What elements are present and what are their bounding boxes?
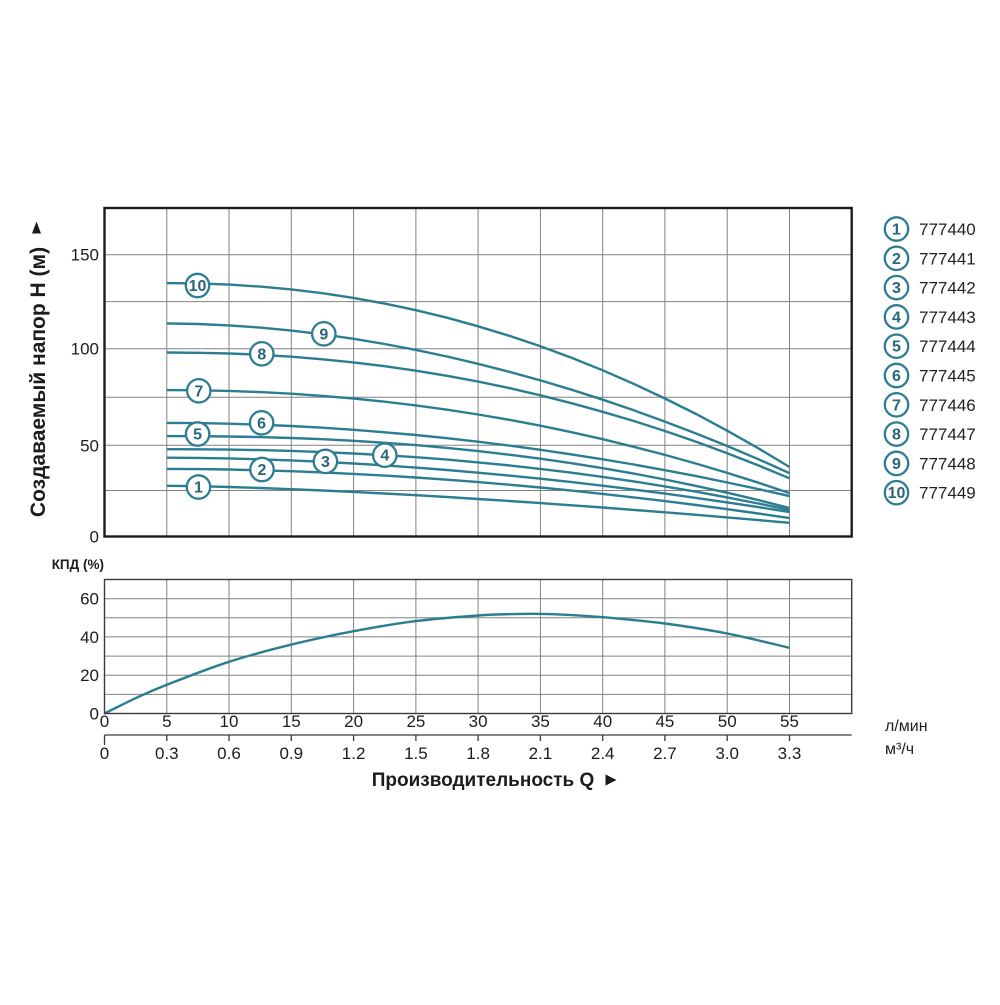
svg-text:777449: 777449 <box>919 484 976 503</box>
svg-text:7: 7 <box>892 397 901 414</box>
svg-text:2.1: 2.1 <box>529 744 553 763</box>
svg-text:1.2: 1.2 <box>342 744 366 763</box>
svg-text:45: 45 <box>655 712 674 731</box>
svg-text:КПД (%): КПД (%) <box>52 557 104 572</box>
svg-text:10: 10 <box>220 712 239 731</box>
svg-text:777447: 777447 <box>919 425 976 444</box>
svg-text:5: 5 <box>162 712 171 731</box>
svg-text:15: 15 <box>282 712 301 731</box>
svg-text:5: 5 <box>892 339 901 356</box>
svg-text:2: 2 <box>892 251 901 268</box>
svg-text:4: 4 <box>892 309 901 326</box>
svg-text:777440: 777440 <box>919 220 976 239</box>
svg-text:2.7: 2.7 <box>653 744 677 763</box>
svg-text:150: 150 <box>71 246 99 265</box>
svg-text:40: 40 <box>593 712 612 731</box>
svg-text:0.9: 0.9 <box>279 744 303 763</box>
svg-text:9: 9 <box>892 456 901 473</box>
svg-text:30: 30 <box>469 712 488 731</box>
svg-text:м³/ч: м³/ч <box>885 741 914 758</box>
svg-text:6: 6 <box>257 415 266 432</box>
svg-text:10: 10 <box>888 485 906 502</box>
svg-text:20: 20 <box>344 712 363 731</box>
svg-text:777446: 777446 <box>919 396 976 415</box>
svg-text:2.4: 2.4 <box>591 744 615 763</box>
svg-text:0: 0 <box>90 528 99 547</box>
svg-text:Создаваемый напор H (м): Создаваемый напор H (м) <box>27 247 50 517</box>
svg-text:1: 1 <box>892 222 901 239</box>
svg-text:3.3: 3.3 <box>778 744 802 763</box>
svg-text:50: 50 <box>718 712 737 731</box>
svg-text:6: 6 <box>892 368 901 385</box>
svg-text:777441: 777441 <box>919 249 976 268</box>
svg-text:9: 9 <box>319 326 328 343</box>
svg-text:777448: 777448 <box>919 454 976 473</box>
svg-text:60: 60 <box>80 590 99 609</box>
svg-text:1: 1 <box>194 480 203 497</box>
svg-text:8: 8 <box>257 346 266 363</box>
svg-text:777442: 777442 <box>919 279 976 298</box>
svg-text:777443: 777443 <box>919 308 976 327</box>
svg-text:0: 0 <box>100 712 109 731</box>
svg-text:50: 50 <box>80 436 99 455</box>
svg-text:35: 35 <box>531 712 550 731</box>
svg-text:0.3: 0.3 <box>155 744 179 763</box>
svg-text:5: 5 <box>193 427 202 444</box>
svg-text:100: 100 <box>71 340 99 359</box>
svg-text:1.5: 1.5 <box>404 744 428 763</box>
svg-text:3: 3 <box>321 454 330 471</box>
svg-text:0.6: 0.6 <box>217 744 241 763</box>
svg-text:1.8: 1.8 <box>466 744 490 763</box>
svg-text:Производительность Q: Производительность Q <box>372 770 595 791</box>
svg-text:7: 7 <box>194 383 203 400</box>
svg-text:л/мин: л/мин <box>885 718 928 735</box>
svg-text:8: 8 <box>892 427 901 444</box>
svg-text:777445: 777445 <box>919 367 976 386</box>
svg-text:0: 0 <box>90 705 99 724</box>
svg-text:0: 0 <box>100 744 109 763</box>
svg-text:20: 20 <box>80 666 99 685</box>
svg-text:10: 10 <box>189 278 207 295</box>
svg-text:55: 55 <box>780 712 799 731</box>
svg-text:3: 3 <box>892 280 901 297</box>
svg-text:2: 2 <box>258 462 267 479</box>
svg-text:4: 4 <box>380 448 389 465</box>
svg-text:40: 40 <box>80 628 99 647</box>
svg-text:777444: 777444 <box>919 337 976 356</box>
svg-text:25: 25 <box>406 712 425 731</box>
svg-text:3.0: 3.0 <box>715 744 739 763</box>
